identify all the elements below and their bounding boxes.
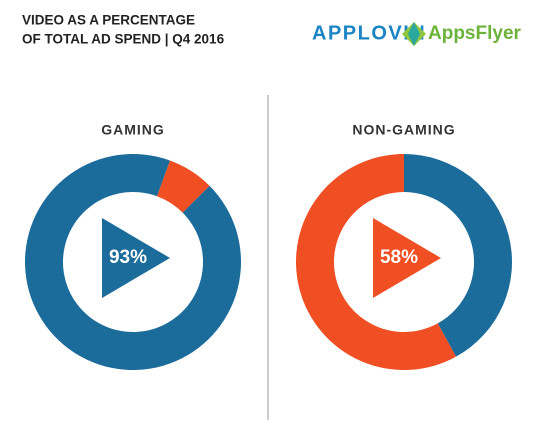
play-icon [373, 218, 441, 298]
chart-title: GAMING [101, 122, 165, 138]
center-label: 58% [380, 247, 418, 268]
page-title: OF TOTAL AD SPEND | Q4 2016 [22, 32, 225, 47]
logo-applovin: APPLOVIN [312, 22, 426, 44]
donut-slice [156, 160, 210, 213]
donut-slice [24, 154, 241, 371]
chart-title: NON-GAMING [352, 122, 455, 138]
donut-slice [404, 154, 512, 357]
donut-slice [296, 154, 457, 370]
logo-appsflyer: AppsFlyer [428, 23, 522, 44]
play-icon [102, 218, 170, 298]
appsflyer-icon [402, 22, 426, 46]
page-title: VIDEO AS A PERCENTAGE [22, 13, 195, 28]
center-label: 93% [109, 247, 147, 268]
